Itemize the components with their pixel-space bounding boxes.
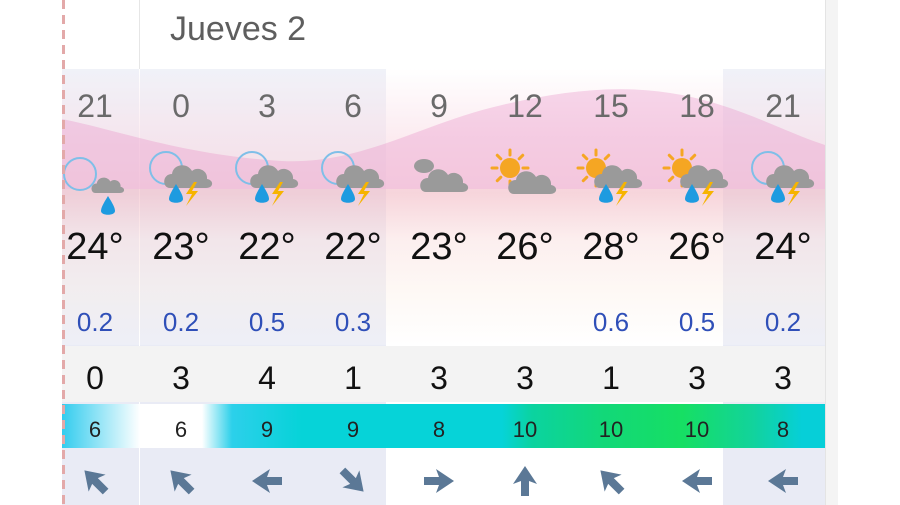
uv-index-value: 3 bbox=[172, 360, 190, 396]
arrow-west-icon bbox=[740, 462, 826, 500]
temperature-value: 28° bbox=[582, 226, 640, 268]
precipitation-value: 0.3 bbox=[334, 307, 372, 337]
day-header: Jueves 2 bbox=[62, 0, 838, 69]
temperature-value: 22° bbox=[238, 226, 296, 268]
uv-index-row bbox=[62, 346, 825, 402]
hour-label: 21 bbox=[77, 88, 113, 124]
night-thunderstorm-icon bbox=[740, 146, 826, 216]
uv-index-value: 4 bbox=[258, 360, 276, 396]
temperature-value: 24° bbox=[754, 226, 812, 268]
hour-label: 21 bbox=[765, 88, 801, 124]
hour-label: 3 bbox=[258, 88, 276, 124]
uv-index-value: 3 bbox=[430, 360, 448, 396]
partly-cloudy-icon bbox=[482, 146, 568, 216]
sun-thunderstorm-icon bbox=[654, 146, 740, 216]
uv-index-value: 1 bbox=[344, 360, 362, 396]
temperature-value: 23° bbox=[152, 226, 210, 268]
precipitation-value: 0.2 bbox=[764, 307, 802, 337]
hourly-forecast-panel[interactable]: Jueves 2 21 24° 0.2 0 6 0 23° 0.2 3 6 3 22° 0.5 4 9 6 22… bbox=[62, 0, 838, 505]
hour-label: 9 bbox=[430, 88, 448, 124]
temperature-value: 26° bbox=[668, 226, 726, 268]
night-thunderstorm-icon bbox=[310, 146, 396, 216]
wind-speed-bar bbox=[62, 404, 838, 448]
uv-index-value: 0 bbox=[86, 360, 104, 396]
scroll-edge bbox=[825, 0, 838, 505]
precipitation-value: 0.6 bbox=[592, 307, 630, 337]
wind-speed-value: 9 bbox=[260, 417, 274, 442]
wind-speed-value: 8 bbox=[432, 417, 446, 442]
wind-speed-value: 6 bbox=[88, 417, 102, 442]
arrow-northwest-icon bbox=[138, 462, 224, 500]
precipitation-value: 0.5 bbox=[678, 307, 716, 337]
arrow-northwest-icon bbox=[568, 462, 654, 500]
arrow-north-icon bbox=[482, 462, 568, 500]
wind-speed-value: 9 bbox=[346, 417, 360, 442]
uv-index-value: 3 bbox=[688, 360, 706, 396]
hour-label: 18 bbox=[679, 88, 715, 124]
temperature-value: 22° bbox=[324, 226, 382, 268]
hour-label: 12 bbox=[507, 88, 543, 124]
sun-thunderstorm-icon bbox=[568, 146, 654, 216]
hour-label: 15 bbox=[593, 88, 629, 124]
uv-index-value: 3 bbox=[516, 360, 534, 396]
hour-label: 6 bbox=[344, 88, 362, 124]
arrow-west-icon bbox=[224, 462, 310, 500]
arrow-southeast-icon bbox=[310, 462, 396, 500]
precipitation-value: 0.5 bbox=[248, 307, 286, 337]
cloudy-icon bbox=[396, 146, 482, 216]
wind-speed-value: 10 bbox=[598, 417, 624, 442]
wind-speed-value: 10 bbox=[684, 417, 710, 442]
temperature-curve bbox=[62, 69, 825, 189]
temperature-value: 23° bbox=[410, 226, 468, 268]
wind-speed-value: 6 bbox=[174, 417, 188, 442]
current-time-marker bbox=[62, 0, 65, 505]
temperature-value: 24° bbox=[66, 226, 124, 268]
precipitation-value: 0.2 bbox=[76, 307, 114, 337]
day-label: Jueves 2 bbox=[170, 10, 307, 48]
arrow-west-icon bbox=[654, 462, 740, 500]
hour-label: 0 bbox=[172, 88, 190, 124]
uv-index-value: 1 bbox=[602, 360, 620, 396]
uv-index-value: 3 bbox=[774, 360, 792, 396]
temperature-value: 26° bbox=[496, 226, 554, 268]
arrow-northwest-icon bbox=[62, 462, 138, 500]
wind-speed-value: 8 bbox=[776, 417, 790, 442]
precipitation-value: 0.2 bbox=[162, 307, 200, 337]
night-thunderstorm-icon bbox=[224, 146, 310, 216]
wind-speed-value: 10 bbox=[512, 417, 538, 442]
night-thunderstorm-icon bbox=[138, 146, 224, 216]
day-divider bbox=[139, 0, 140, 69]
arrow-east-icon bbox=[396, 462, 482, 500]
night-thunderstorm-icon bbox=[62, 146, 138, 216]
